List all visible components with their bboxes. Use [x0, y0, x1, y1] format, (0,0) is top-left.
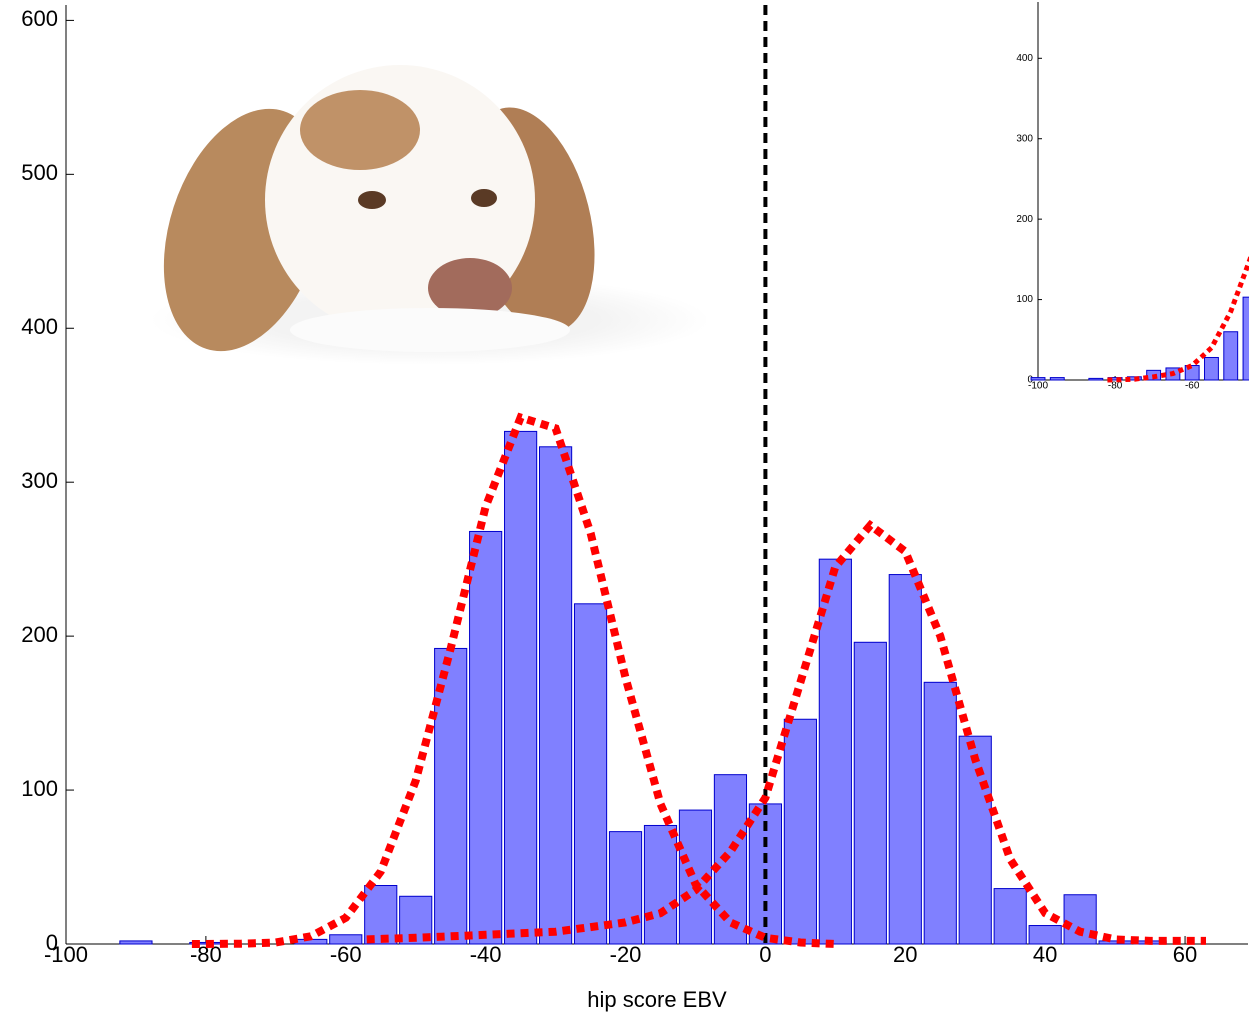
x-tick-label: -40: [470, 942, 502, 967]
bar: [539, 447, 571, 944]
bar: [714, 775, 746, 944]
bar: [1243, 297, 1249, 380]
bar: [1099, 941, 1131, 944]
figure: hip score EBV 0100200300400500600-100-80…: [0, 0, 1249, 1018]
bar: [1029, 926, 1061, 944]
y-tick-label: 300: [1016, 133, 1033, 144]
bar: [924, 682, 956, 944]
bar: [470, 531, 502, 944]
dog-photo: [135, 65, 710, 372]
y-tick-label: 400: [1016, 53, 1033, 64]
bar: [574, 604, 606, 944]
bar: [854, 642, 886, 944]
bar: [1089, 378, 1103, 380]
x-tick-label: 40: [1033, 942, 1057, 967]
bar: [609, 832, 641, 944]
x-tick-label: -20: [610, 942, 642, 967]
x-tick-label: 0: [759, 942, 771, 967]
bar: [994, 889, 1026, 944]
y-tick-label: 200: [1016, 214, 1033, 225]
bar: [330, 935, 362, 944]
y-tick-label: 100: [1016, 294, 1033, 305]
bar: [784, 719, 816, 944]
y-tick-label: 300: [21, 468, 58, 493]
x-tick-label: 20: [893, 942, 917, 967]
bar: [1205, 357, 1219, 380]
y-tick-label: 100: [21, 776, 58, 801]
bar: [644, 825, 676, 944]
bar: [435, 648, 467, 944]
x-tick-label: -60: [330, 942, 362, 967]
bar: [1224, 332, 1238, 380]
x-tick-label: -60: [1185, 381, 1200, 392]
x-tick-label: -100: [44, 942, 88, 967]
bar: [1031, 378, 1045, 380]
x-tick-label: -100: [1028, 381, 1048, 392]
x-axis-label: hip score EBV: [587, 987, 727, 1012]
y-tick-label: 600: [21, 6, 58, 31]
y-tick-label: 400: [21, 314, 58, 339]
bar: [889, 575, 921, 944]
bar: [1050, 378, 1064, 380]
bar: [505, 431, 537, 944]
x-tick-label: 60: [1173, 942, 1197, 967]
y-tick-label: 200: [21, 622, 58, 647]
y-tick-label: 500: [21, 160, 58, 185]
bar: [120, 941, 152, 944]
bar: [959, 736, 991, 944]
